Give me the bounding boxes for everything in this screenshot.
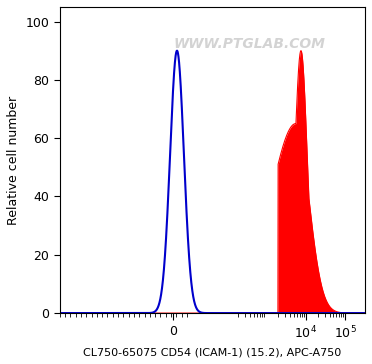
Y-axis label: Relative cell number: Relative cell number [7, 95, 20, 225]
X-axis label: CL750-65075 CD54 (ICAM-1) (15.2), APC-A750: CL750-65075 CD54 (ICAM-1) (15.2), APC-A7… [83, 347, 341, 357]
Text: WWW.PTGLAB.COM: WWW.PTGLAB.COM [173, 37, 325, 51]
